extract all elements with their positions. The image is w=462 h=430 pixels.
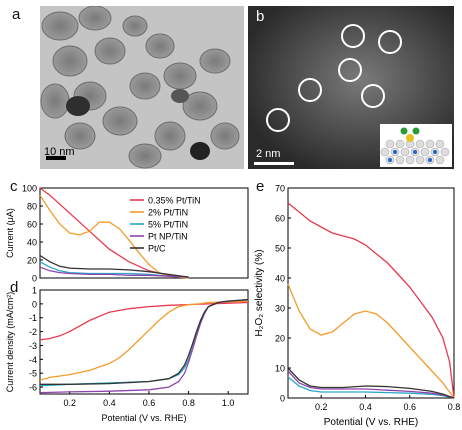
series-line: [287, 367, 455, 399]
chart-c: 0 20 40 60 80 100 Current (μA) 0.35% Pt/TiN 2% P…: [5, 184, 249, 284]
y-tick-label: -4: [29, 355, 37, 365]
y-tick-label: 60: [275, 214, 285, 224]
single-atom-marker: [378, 30, 402, 54]
scale-label-a: 10 nm: [44, 146, 75, 158]
chart-d: 1 0 -1 -2 -3 -4 -5 -6 0.2 0.4 0.6 0.8 1.0 Current den…: [5, 286, 249, 423]
y-tick-label: 50: [275, 244, 285, 254]
series-line: [287, 376, 455, 399]
series-line: [39, 301, 249, 341]
series-line: [39, 266, 189, 278]
plot-frame: [287, 187, 455, 399]
single-atom-marker: [338, 58, 362, 82]
y-tick-label: 0: [32, 274, 37, 284]
single-atom-marker: [341, 24, 365, 48]
panel-letter-a: a: [12, 6, 21, 23]
y-tick-label: -1: [29, 313, 37, 323]
scale-bar-a: [46, 156, 66, 160]
y-tick-label: 40: [275, 274, 285, 284]
series-line: [39, 299, 249, 387]
series-line: [39, 300, 249, 381]
y-tick-label: 1: [32, 286, 37, 296]
y-tick-label: 30: [275, 304, 285, 314]
legend-label: 5% Pt/TiN: [148, 220, 188, 230]
panel-letter-e: e: [256, 178, 265, 195]
single-atom-marker: [298, 78, 322, 102]
y-axis-label: Current (μA): [5, 208, 15, 258]
plot-frame: [39, 289, 249, 395]
x-axis-label: Potential (V vs. RHE): [324, 417, 418, 428]
y-tick-label: -6: [29, 383, 37, 393]
y-axis-label: Current density (mA/cm²): [5, 292, 15, 393]
legend-label: Pt NP/TiN: [148, 232, 188, 242]
single-atom-marker: [361, 84, 385, 108]
series-line: [287, 202, 455, 399]
single-atom-marker: [266, 108, 290, 132]
series-line: [39, 254, 189, 278]
x-tick-label: 0.8: [448, 402, 461, 412]
y-tick-label: 20: [27, 256, 37, 266]
y-tick-label: 20: [275, 334, 285, 344]
plot-frame: [39, 187, 249, 279]
x-tick-label: 0.2: [315, 402, 328, 412]
y-tick-label: 80: [27, 202, 37, 212]
y-tick-label: 60: [27, 220, 37, 230]
y-tick-label: 40: [27, 238, 37, 248]
x-tick-label: 0.2: [63, 398, 76, 408]
tem-image: [40, 6, 244, 169]
panel-letter-c: c: [10, 178, 18, 195]
x-axis-label: Potential (V vs. RHE): [101, 413, 186, 423]
x-tick-label: 0.8: [182, 398, 195, 408]
scale-label-b: 2 nm: [256, 148, 281, 160]
panel-a: [40, 6, 244, 169]
y-tick-label: 0: [32, 299, 37, 309]
chart-e: 0 10 20 30 40 50 60 70 0.2 0.4 0.6 0.8 H₂O₂ selectiv…: [254, 184, 461, 429]
legend-label: Pt/C: [148, 244, 166, 254]
x-tick-label: 0.4: [359, 402, 372, 412]
x-tick-label: 0.6: [403, 402, 416, 412]
series-line: [39, 299, 249, 394]
y-tick-label: 100: [22, 184, 37, 194]
y-tick-label: -3: [29, 341, 37, 351]
panel-letter-b: b: [256, 8, 265, 25]
x-tick-label: 1.0: [222, 398, 235, 408]
x-tick-label: 0.4: [103, 398, 116, 408]
atomic-model-inset: [380, 124, 452, 167]
y-tick-label: 70: [275, 184, 285, 194]
y-axis-label: H₂O₂ selectivity (%): [254, 249, 265, 336]
panel-b: [248, 6, 454, 169]
scale-bar-b: [254, 162, 294, 165]
x-tick-label: 0.6: [143, 398, 156, 408]
y-tick-label: -2: [29, 327, 37, 337]
series-line: [287, 283, 455, 399]
legend-label: 0.35% Pt/TiN: [148, 196, 201, 206]
series-line: [39, 194, 189, 279]
panel-letter-d: d: [10, 279, 19, 296]
series-line: [287, 370, 455, 399]
y-tick-label: 10: [275, 364, 285, 374]
legend-label: 2% Pt/TiN: [148, 208, 188, 218]
y-tick-label: 0: [280, 394, 285, 404]
y-tick-label: -5: [29, 369, 37, 379]
series-line: [40, 299, 249, 385]
